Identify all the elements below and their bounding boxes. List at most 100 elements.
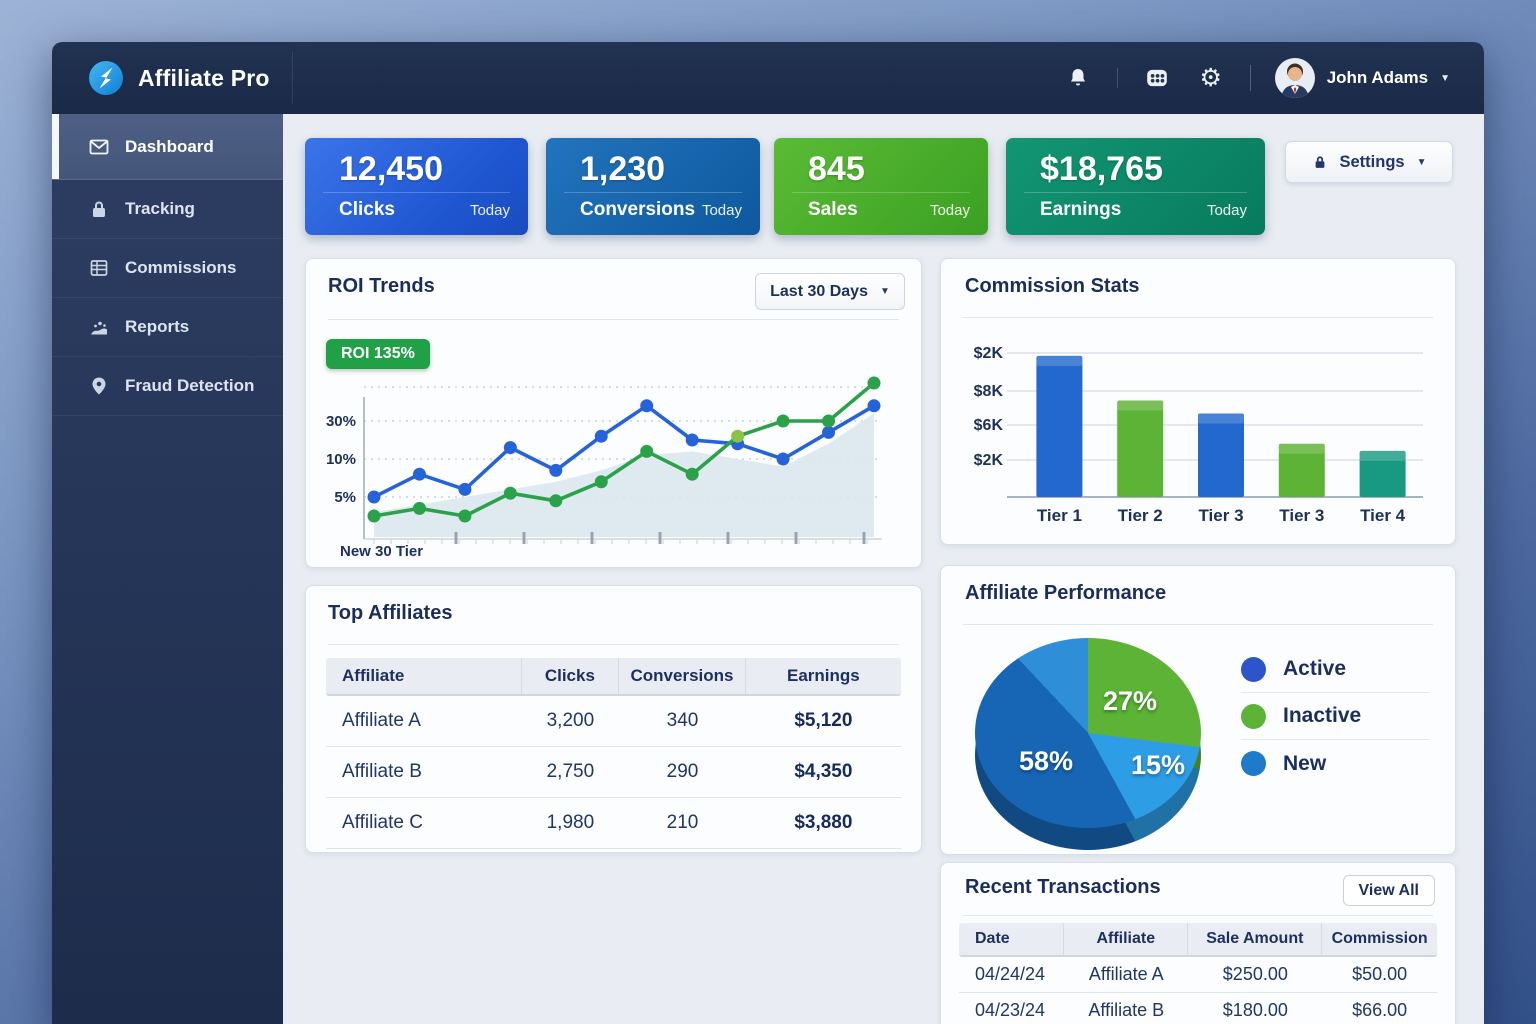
apps-button[interactable] — [1142, 63, 1172, 93]
cell-date: 04/24/24 — [975, 964, 1046, 984]
lock-icon — [1315, 156, 1324, 168]
sidebar-item-fraud-detection[interactable]: Fraud Detection — [52, 357, 283, 416]
panel-divider — [963, 317, 1433, 318]
legend-dot — [1241, 751, 1266, 776]
panel-title: Top Affiliates — [328, 602, 453, 624]
column-header: Affiliate — [1064, 923, 1189, 955]
sidebar-item-label: Dashboard — [125, 136, 214, 156]
cell-conversions: 340 — [666, 710, 699, 731]
cell-earnings: $3,880 — [794, 812, 853, 833]
legend-label: Inactive — [1283, 704, 1362, 727]
cell-sale-amount: $180.00 — [1222, 1000, 1288, 1020]
stat-label: Sales — [808, 199, 858, 220]
chart-icon — [91, 321, 107, 335]
sidebar-item-commissions[interactable]: Commissions — [52, 239, 283, 298]
pie-slice-label: 27% — [1103, 686, 1158, 716]
cell-clicks: 1,980 — [546, 812, 595, 833]
panel-divider — [963, 915, 1433, 916]
settings-gear-button[interactable]: ⚙ — [1196, 63, 1226, 93]
commission-bar-chart: $2K $8K $6K $2K Tier 1 Tier 2 Tier 3 Tier 3 Tier… — [974, 345, 1423, 525]
stat-value: $18,765 — [1040, 150, 1163, 188]
svg-text:Tier 2: Tier 2 — [1118, 506, 1163, 525]
date-range-dropdown[interactable]: Last 30 Days ▼ — [755, 273, 905, 310]
svg-text:10%: 10% — [326, 451, 356, 468]
brand-logo-icon — [89, 61, 123, 95]
sidebar-item-label: Tracking — [125, 199, 195, 218]
svg-text:Tier 4: Tier 4 — [1360, 506, 1406, 525]
pie-slice-label: 15% — [1131, 750, 1186, 780]
cell-affiliate: Affiliate C — [342, 812, 423, 833]
x-axis-label: New 30 Tier — [340, 543, 424, 560]
column-header: Commission — [1331, 930, 1428, 947]
svg-text:Tier 3: Tier 3 — [1198, 506, 1243, 525]
roi-badge: ROI 135% — [326, 339, 430, 369]
cell-conversions: 210 — [666, 812, 699, 833]
panel-divider — [328, 319, 899, 320]
chevron-down-icon: ▼ — [1416, 156, 1427, 168]
chevron-down-icon: ▼ — [879, 286, 890, 297]
table-header: Affiliate Clicks Conversions Earnings — [326, 658, 901, 696]
stat-divider — [1024, 192, 1247, 193]
roi-line-chart: 30% 10% 5% — [326, 376, 882, 544]
sidebar-item-label: Reports — [125, 317, 190, 336]
navbar-mini-divider — [1116, 68, 1118, 88]
roi-trends-panel: ROI Trends Last 30 Days ▼ ROI 135% 30% 10… — [305, 258, 922, 568]
panel-divider — [328, 644, 899, 645]
settings-dropdown[interactable]: Settings ▼ — [1285, 141, 1453, 183]
app-title: Affiliate Pro — [138, 64, 270, 91]
stat-card-sales: 845 Sales Today — [774, 138, 988, 235]
legend-item-active: Active — [1241, 646, 1429, 693]
navbar-divider-2 — [1249, 65, 1251, 91]
cell-conversions: 290 — [666, 761, 699, 782]
lock-icon — [93, 201, 105, 217]
stat-divider — [323, 192, 510, 193]
stat-period: Today — [1206, 202, 1247, 219]
map-pin-icon — [92, 377, 106, 395]
panel-title: ROI Trends — [328, 275, 435, 297]
svg-text:5%: 5% — [334, 489, 356, 506]
stat-card-conversions: 1,230 Conversions Today — [546, 138, 760, 235]
sidebar-item-tracking[interactable]: Tracking — [52, 180, 283, 239]
cell-earnings: $4,350 — [794, 761, 853, 782]
panel-title: Commission Stats — [965, 275, 1140, 297]
apps-icon — [1146, 69, 1167, 87]
date-range-label: Last 30 Days — [770, 282, 868, 300]
avatar — [1274, 58, 1315, 98]
performance-pie-chart: 27% 58% 15% — [975, 638, 1205, 852]
table-row: Affiliate C 1,980 210 $3,880 — [326, 798, 901, 849]
view-all-button[interactable]: View All — [1342, 875, 1435, 906]
table-row: Affiliate B 2,750 290 $4,350 — [326, 747, 901, 798]
column-header: Date — [959, 923, 1065, 955]
legend-label: Active — [1283, 657, 1347, 680]
chevron-down-icon: ▼ — [1440, 72, 1450, 84]
cell-affiliate: Affiliate B — [342, 761, 422, 782]
notifications-button[interactable] — [1063, 63, 1093, 93]
table-header: Date Affiliate Sale Amount Commission — [959, 923, 1437, 957]
svg-text:Tier 3: Tier 3 — [1279, 506, 1324, 525]
legend-dot — [1241, 656, 1266, 682]
table-row: Affiliate A 3,200 340 $5,120 — [326, 696, 901, 747]
stat-value: 1,230 — [580, 150, 666, 188]
column-header: Clicks — [522, 658, 620, 694]
sidebar-item-reports[interactable]: Reports — [52, 298, 283, 357]
svg-text:30%: 30% — [326, 413, 356, 430]
svg-text:$2K: $2K — [974, 345, 1004, 362]
stat-period: Today — [469, 202, 510, 219]
cell-affiliate: Affiliate A — [342, 710, 421, 731]
cell-earnings: $5,120 — [794, 710, 853, 731]
user-menu[interactable]: John Adams ▼ — [1274, 58, 1450, 98]
cell-affiliate: Affiliate B — [1088, 1000, 1165, 1020]
panel-divider — [963, 624, 1433, 625]
column-header: Earnings — [787, 666, 860, 685]
envelope-icon — [89, 139, 109, 154]
cell-commission: $66.00 — [1352, 1000, 1408, 1020]
sidebar-item-dashboard[interactable]: Dashboard — [52, 114, 283, 180]
sidebar-item-label: Fraud Detection — [125, 376, 255, 395]
navbar-divider — [292, 52, 293, 104]
stat-value: 12,450 — [339, 150, 443, 188]
top-affiliates-panel: Top Affiliates Affiliate Clicks Conversi… — [305, 585, 922, 853]
panel-title: Recent Transactions — [965, 876, 1161, 898]
settings-label: Settings — [1339, 152, 1405, 171]
sidebar: Dashboard Tracking Commissions — [52, 114, 283, 1024]
